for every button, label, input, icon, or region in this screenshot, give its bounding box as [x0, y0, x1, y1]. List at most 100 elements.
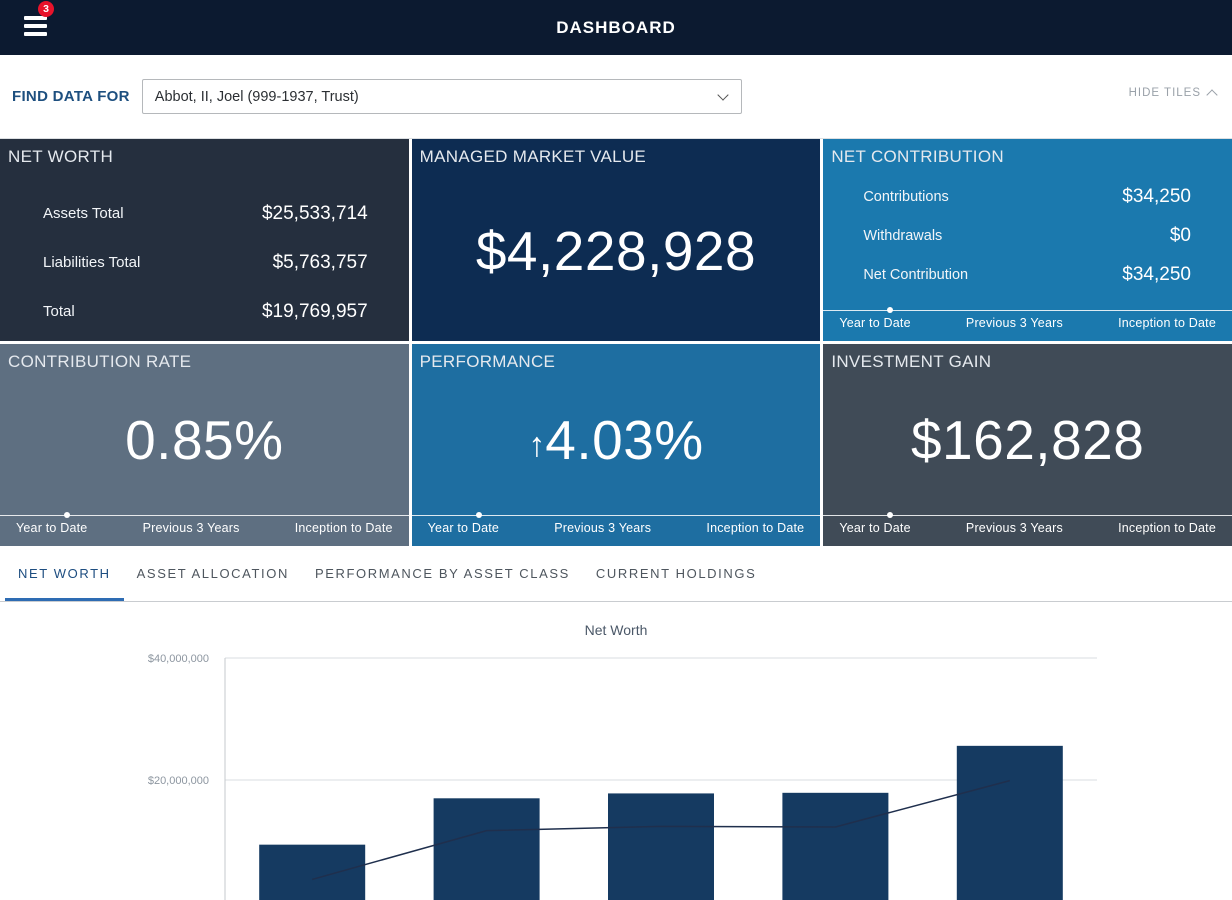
period-selector: Year to Date Previous 3 Years Inception … [823, 307, 1232, 341]
tab-current-holdings[interactable]: CURRENT HOLDINGS [595, 566, 757, 581]
tile-title: PERFORMANCE [419, 352, 556, 371]
bar [259, 844, 366, 900]
period-tab-previous-3-years[interactable]: Previous 3 Years [554, 521, 652, 535]
table-row: Net Contribution $34,250 [823, 255, 1232, 294]
up-arrow-icon: ↑ [528, 425, 546, 464]
divider [823, 310, 1232, 311]
period-tabs: Year to Date Previous 3 Years Inception … [823, 521, 1232, 535]
tile-net-worth: NET WORTH Assets Total $25,533,714 Liabi… [0, 139, 409, 341]
chevron-down-icon [717, 88, 729, 101]
find-data-label: FIND DATA FOR [12, 88, 130, 105]
row-label: Total [43, 303, 75, 320]
topbar: 3 DASHBOARD [0, 0, 1232, 55]
row-value: $25,533,714 [261, 202, 368, 224]
period-tab-year-to-date[interactable]: Year to Date [16, 521, 88, 535]
table-row: Total $19,769,957 [0, 287, 409, 336]
row-label: Withdrawals [863, 227, 943, 244]
row-label: Assets Total [43, 205, 124, 222]
period-tab-inception-to-date[interactable]: Inception to Date [1118, 316, 1216, 330]
table-row: Liabilities Total $5,763,757 [0, 238, 409, 287]
chart-title: Net Worth [584, 622, 648, 638]
period-selector: Year to Date Previous 3 Years Inception … [411, 512, 821, 546]
row-value: $34,250 [1122, 263, 1191, 285]
find-data-bar: FIND DATA FOR Abbot, II, Joel (999-1937,… [0, 55, 1232, 139]
page-title: DASHBOARD [556, 17, 676, 37]
hamburger-icon [24, 16, 47, 20]
tile-contribution-rate: CONTRIBUTION RATE 0.85% Year to Date Pre… [0, 344, 409, 546]
bar [433, 798, 540, 900]
row-label: Contributions [863, 188, 949, 205]
performance-value: ↑ 4.03% [412, 344, 821, 536]
tile-managed-market-value: MANAGED MARKET VALUE $4,228,928 [411, 139, 821, 341]
period-tab-year-to-date[interactable]: Year to Date [839, 521, 911, 535]
period-tab-year-to-date[interactable]: Year to Date [839, 316, 911, 330]
period-indicator-dot [64, 512, 70, 518]
contribution-rate-value: 0.85% [0, 344, 409, 536]
row-label: Net Contribution [863, 266, 969, 283]
big-value: 4.03% [545, 409, 704, 471]
period-selector: Year to Date Previous 3 Years Inception … [823, 512, 1232, 546]
tab-asset-allocation[interactable]: ASSET ALLOCATION [136, 566, 289, 581]
client-selector-value: Abbot, II, Joel (999-1937, Trust) [154, 88, 359, 105]
client-selector[interactable]: Abbot, II, Joel (999-1937, Trust) [141, 79, 742, 114]
tiles-grid: NET WORTH Assets Total $25,533,714 Liabi… [0, 139, 1232, 546]
tile-title: NET WORTH [8, 147, 114, 166]
period-indicator-dot [887, 307, 894, 313]
table-row: Assets Total $25,533,714 [0, 189, 409, 238]
row-value: $19,769,957 [261, 300, 368, 322]
period-indicator-dot [887, 512, 894, 518]
tile-title: INVESTMENT GAIN [831, 352, 992, 371]
trend-line [311, 779, 1010, 881]
tab-performance-by-asset-class[interactable]: PERFORMANCE BY ASSET CLASS [314, 566, 570, 581]
period-tab-previous-3-years[interactable]: Previous 3 Years [142, 521, 240, 535]
bar [782, 792, 889, 900]
y-tick-label: $40,000,000 [148, 653, 209, 665]
period-tab-previous-3-years[interactable]: Previous 3 Years [965, 521, 1063, 535]
row-label: Liabilities Total [43, 254, 141, 271]
row-value: $5,763,757 [272, 251, 368, 273]
net-worth-rows: Assets Total $25,533,714 Liabilities Tot… [0, 189, 409, 336]
tile-title: MANAGED MARKET VALUE [419, 147, 647, 166]
period-tab-year-to-date[interactable]: Year to Date [427, 521, 500, 535]
net-contribution-rows: Contributions $34,250 Withdrawals $0 Net… [823, 177, 1232, 294]
divider [0, 515, 409, 516]
period-tab-inception-to-date[interactable]: Inception to Date [1118, 521, 1216, 535]
net-worth-bar-chart: $40,000,000 $20,000,000 [148, 653, 1097, 900]
table-row: Contributions $34,250 [823, 177, 1232, 216]
divider [411, 515, 821, 516]
period-tabs: Year to Date Previous 3 Years Inception … [412, 521, 821, 535]
notification-badge: 3 [38, 1, 54, 17]
period-tab-inception-to-date[interactable]: Inception to Date [706, 521, 805, 535]
period-selector: Year to Date Previous 3 Years Inception … [0, 512, 409, 546]
hide-tiles-label: HIDE TILES [1128, 87, 1201, 99]
big-value: 0.85% [125, 409, 284, 471]
bar [608, 793, 714, 900]
tile-title: NET CONTRIBUTION [831, 147, 1004, 166]
tile-net-contribution: NET CONTRIBUTION Contributions $34,250 W… [823, 139, 1232, 341]
menu-button[interactable]: 3 [24, 1, 54, 40]
big-value: $162,828 [910, 409, 1145, 471]
hide-tiles-button[interactable]: HIDE TILES [1128, 87, 1218, 101]
investment-gain-value: $162,828 [823, 344, 1232, 536]
row-value: $34,250 [1122, 185, 1191, 207]
managed-market-value: $4,228,928 [412, 139, 821, 341]
bar [956, 745, 1063, 900]
tile-investment-gain: INVESTMENT GAIN $162,828 Year to Date Pr… [823, 344, 1232, 546]
period-indicator-dot [475, 512, 482, 518]
row-value: $0 [1169, 224, 1191, 246]
chevron-up-icon [1206, 89, 1218, 101]
tile-title: CONTRIBUTION RATE [8, 352, 192, 371]
big-value: $4,228,928 [475, 220, 757, 282]
tab-net-worth[interactable]: NET WORTH [5, 546, 124, 601]
period-tabs: Year to Date Previous 3 Years Inception … [823, 316, 1232, 330]
tile-performance: PERFORMANCE ↑ 4.03% Year to Date Previous… [411, 344, 821, 546]
period-tab-inception-to-date[interactable]: Inception to Date [294, 521, 393, 535]
y-tick-label: $20,000,000 [148, 775, 209, 787]
net-worth-chart: Net Worth $40,000,000 $20,000,000 [0, 602, 1232, 900]
table-row: Withdrawals $0 [823, 216, 1232, 255]
period-tab-previous-3-years[interactable]: Previous 3 Years [965, 316, 1063, 330]
section-tabs: NET WORTH ASSET ALLOCATION PERFORMANCE B… [0, 546, 1232, 602]
period-tabs: Year to Date Previous 3 Years Inception … [0, 521, 409, 535]
divider [823, 515, 1232, 516]
